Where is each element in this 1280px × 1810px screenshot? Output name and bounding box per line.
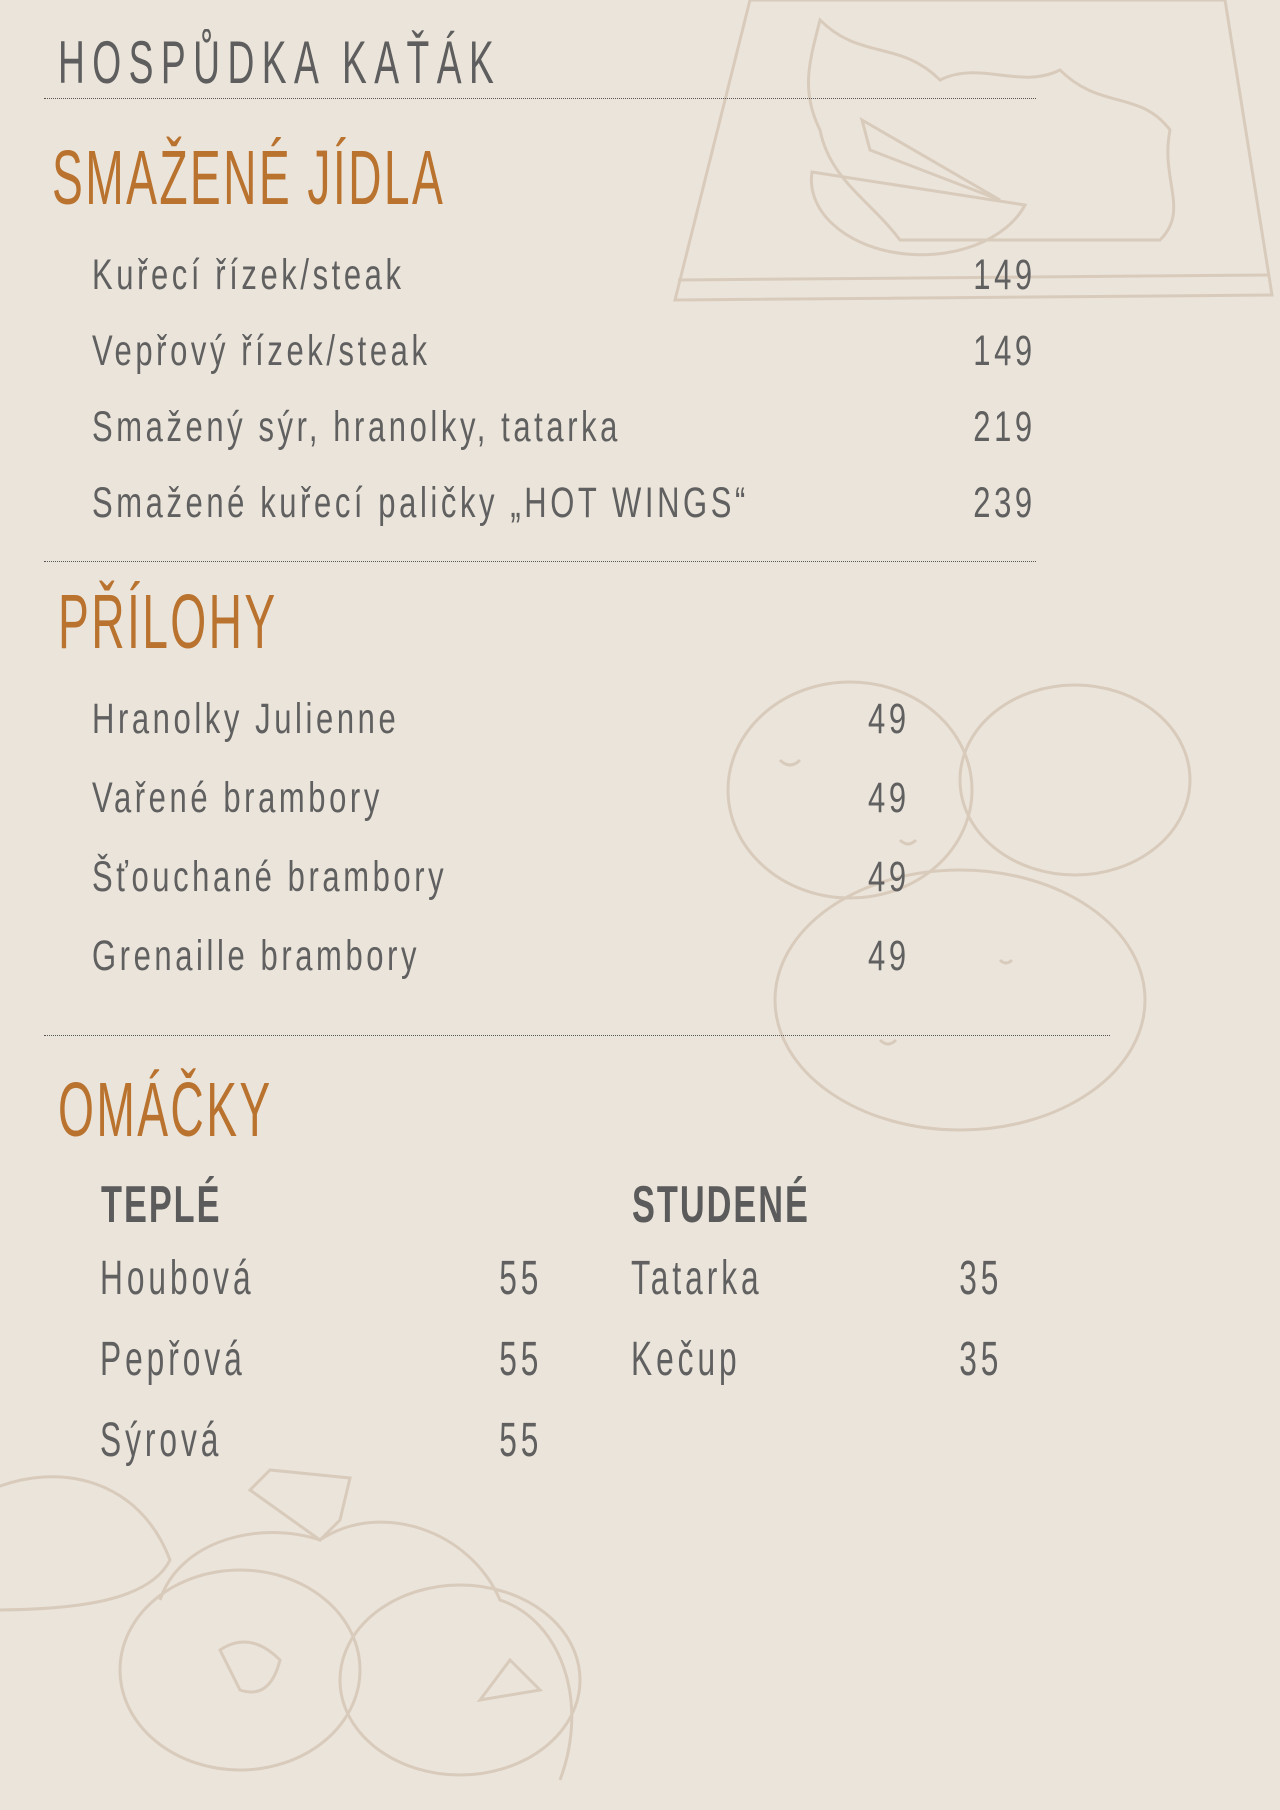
sauce-name: Pepřová bbox=[100, 1333, 246, 1386]
divider bbox=[44, 1035, 1110, 1036]
subsection-title-cold: STUDENÉ bbox=[632, 1176, 810, 1234]
menu-item-name: Vepřový řízek/steak bbox=[92, 327, 431, 375]
menu-item-name: Grenaille brambory bbox=[92, 932, 421, 980]
section-title-sauces: OMÁČKY bbox=[58, 1067, 273, 1153]
menu-item-price: 219 bbox=[973, 403, 1036, 451]
menu-item-price: 149 bbox=[973, 327, 1036, 375]
divider bbox=[44, 561, 1036, 562]
menu-item-price: 49 bbox=[868, 695, 910, 743]
menu-item-price: 149 bbox=[973, 251, 1036, 299]
menu-item-price: 239 bbox=[973, 479, 1036, 527]
sauce-price: 35 bbox=[958, 1252, 1002, 1305]
sauce-price: 55 bbox=[498, 1414, 542, 1467]
restaurant-name: HOSPŮDKA KAŤÁK bbox=[58, 29, 502, 96]
menu-item-price: 49 bbox=[868, 932, 910, 980]
cutting-board-illustration bbox=[673, 0, 1274, 302]
menu-item-price: 49 bbox=[868, 853, 910, 901]
menu-item-name: Smažené kuřecí paličky „HOT WINGS“ bbox=[92, 479, 749, 527]
sauce-price: 35 bbox=[958, 1333, 1002, 1386]
sauce-name: Houbová bbox=[100, 1252, 255, 1305]
sauce-name: Sýrová bbox=[100, 1414, 223, 1467]
potatoes-illustration bbox=[726, 680, 1192, 1132]
sauce-price: 55 bbox=[498, 1333, 542, 1386]
menu-item-name: Kuřecí řízek/steak bbox=[92, 251, 405, 299]
menu-item-name: Šťouchané brambory bbox=[92, 853, 448, 901]
menu-item-price: 49 bbox=[868, 774, 910, 822]
section-title-sides: PŘÍLOHY bbox=[58, 579, 278, 665]
lemon-wedge-icon bbox=[809, 116, 1028, 257]
sauce-name: Tatarka bbox=[631, 1252, 763, 1305]
sauce-price: 55 bbox=[498, 1252, 542, 1305]
menu-item-name: Hranolky Julienne bbox=[92, 695, 400, 743]
divider bbox=[44, 98, 1036, 99]
mushrooms-illustration bbox=[0, 1468, 582, 1781]
sauce-name: Kečup bbox=[631, 1333, 741, 1386]
menu-item-name: Vařené brambory bbox=[92, 774, 383, 822]
subsection-title-warm: TEPLÉ bbox=[101, 1176, 222, 1234]
menu-item-name: Smažený sýr, hranolky, tatarka bbox=[92, 403, 622, 451]
section-title-fried: SMAŽENÉ JÍDLA bbox=[52, 135, 446, 221]
